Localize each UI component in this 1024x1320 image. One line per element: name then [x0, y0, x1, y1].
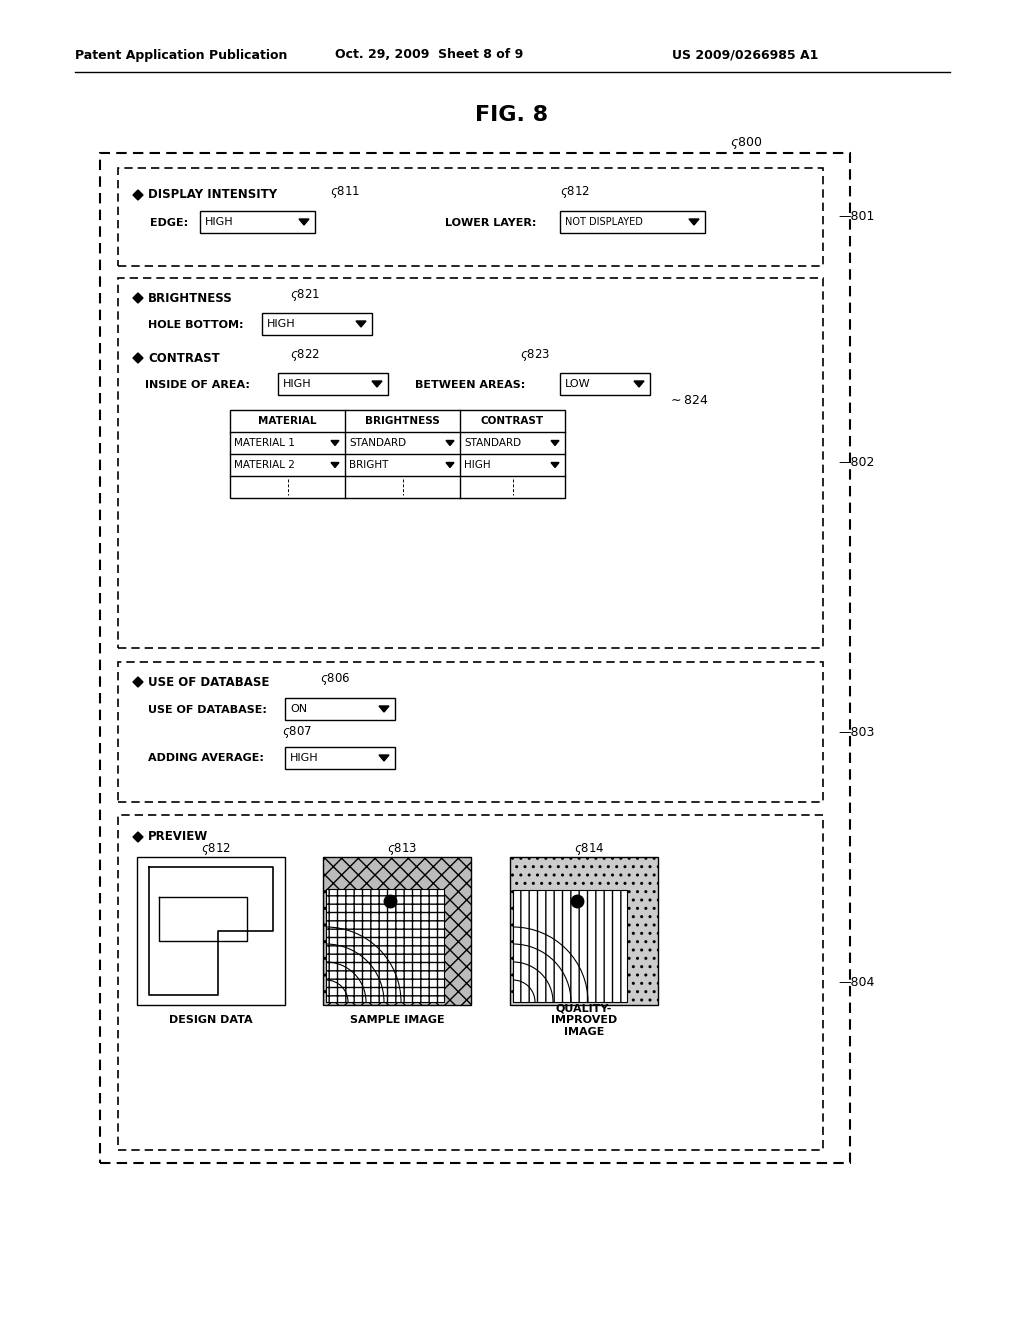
Text: STANDARD: STANDARD — [349, 438, 407, 447]
Text: HOLE BOTTOM:: HOLE BOTTOM: — [148, 319, 244, 330]
Polygon shape — [299, 219, 309, 224]
Text: $\varsigma$812: $\varsigma$812 — [560, 183, 590, 201]
Text: HIGH: HIGH — [464, 459, 490, 470]
Text: HIGH: HIGH — [267, 319, 296, 329]
Text: NOT DISPLAYED: NOT DISPLAYED — [565, 216, 643, 227]
Text: $\varsigma$821: $\varsigma$821 — [290, 286, 321, 304]
Polygon shape — [133, 293, 143, 304]
Text: $\varsigma$806: $\varsigma$806 — [319, 671, 350, 686]
Text: —801: —801 — [838, 210, 874, 223]
Text: USE OF DATABASE:: USE OF DATABASE: — [148, 705, 267, 715]
Text: $\varsigma$807: $\varsigma$807 — [282, 723, 312, 741]
Text: Oct. 29, 2009  Sheet 8 of 9: Oct. 29, 2009 Sheet 8 of 9 — [335, 49, 523, 62]
Text: BRIGHT: BRIGHT — [349, 459, 388, 470]
Text: $\varsigma$811: $\varsigma$811 — [330, 183, 360, 201]
Text: $\varsigma$822: $\varsigma$822 — [290, 347, 321, 363]
Text: HIGH: HIGH — [290, 752, 318, 763]
Text: HIGH: HIGH — [205, 216, 233, 227]
Text: $\varsigma$812: $\varsigma$812 — [201, 841, 231, 857]
Text: MATERIAL: MATERIAL — [258, 416, 316, 426]
Text: $\varsigma$814: $\varsigma$814 — [574, 841, 605, 857]
Text: DISPLAY INTENSITY: DISPLAY INTENSITY — [148, 189, 278, 202]
Text: $\sim$824: $\sim$824 — [668, 393, 709, 407]
Text: BETWEEN AREAS:: BETWEEN AREAS: — [415, 380, 525, 389]
Polygon shape — [331, 441, 339, 446]
Text: BRIGHTNESS: BRIGHTNESS — [148, 292, 232, 305]
Polygon shape — [133, 190, 143, 201]
Polygon shape — [446, 441, 454, 446]
Polygon shape — [372, 381, 382, 387]
Bar — [262, 313, 372, 335]
Text: US 2009/0266985 A1: US 2009/0266985 A1 — [672, 49, 818, 62]
Text: INSIDE OF AREA:: INSIDE OF AREA: — [145, 380, 250, 389]
Bar — [118, 279, 823, 648]
Text: LOWER LAYER:: LOWER LAYER: — [445, 218, 537, 228]
Text: USE OF DATABASE: USE OF DATABASE — [148, 676, 269, 689]
Bar — [278, 374, 388, 395]
Polygon shape — [551, 462, 559, 467]
Bar — [323, 857, 471, 1005]
Bar — [510, 857, 658, 1005]
Bar — [100, 153, 850, 1163]
Text: MATERIAL 1: MATERIAL 1 — [234, 438, 295, 447]
Text: CONTRAST: CONTRAST — [481, 416, 544, 426]
Text: Patent Application Publication: Patent Application Publication — [75, 49, 288, 62]
Bar — [118, 663, 823, 803]
Bar — [200, 211, 315, 234]
Bar — [137, 857, 285, 1005]
Bar — [513, 890, 627, 1002]
Text: —804: —804 — [838, 977, 874, 990]
Bar — [326, 888, 444, 1002]
Text: CONTRAST: CONTRAST — [148, 351, 220, 364]
Text: HIGH: HIGH — [283, 379, 311, 389]
Text: SAMPLE IMAGE: SAMPLE IMAGE — [349, 1015, 444, 1026]
Polygon shape — [133, 677, 143, 686]
Polygon shape — [379, 755, 389, 762]
Bar — [118, 168, 823, 267]
Text: BRIGHTNESS: BRIGHTNESS — [366, 416, 440, 426]
Bar — [285, 698, 395, 719]
Polygon shape — [379, 706, 389, 711]
Text: $\varsigma$823: $\varsigma$823 — [520, 347, 550, 363]
Bar — [285, 747, 395, 770]
Text: EDGE:: EDGE: — [150, 218, 188, 228]
Bar — [560, 211, 705, 234]
Bar — [230, 411, 565, 498]
Polygon shape — [446, 462, 454, 467]
Polygon shape — [634, 381, 644, 387]
Text: ADDING AVERAGE:: ADDING AVERAGE: — [148, 752, 264, 763]
Polygon shape — [133, 352, 143, 363]
Text: LOW: LOW — [565, 379, 591, 389]
Polygon shape — [551, 441, 559, 446]
Text: MATERIAL 2: MATERIAL 2 — [234, 459, 295, 470]
Polygon shape — [689, 219, 699, 224]
Bar — [560, 374, 650, 395]
Text: ON: ON — [290, 704, 307, 714]
Text: —802: —802 — [838, 457, 874, 470]
Polygon shape — [133, 832, 143, 842]
Polygon shape — [331, 462, 339, 467]
Bar — [118, 814, 823, 1150]
Text: STANDARD: STANDARD — [464, 438, 521, 447]
Text: $\varsigma$800: $\varsigma$800 — [730, 135, 762, 150]
Text: FIG. 8: FIG. 8 — [475, 106, 549, 125]
Text: QUALITY-
IMPROVED
IMAGE: QUALITY- IMPROVED IMAGE — [551, 1003, 617, 1036]
Polygon shape — [356, 321, 366, 327]
Text: DESIGN DATA: DESIGN DATA — [169, 1015, 253, 1026]
Text: $\varsigma$813: $\varsigma$813 — [387, 841, 418, 857]
Text: PREVIEW: PREVIEW — [148, 830, 208, 843]
Text: —803: —803 — [838, 726, 874, 738]
